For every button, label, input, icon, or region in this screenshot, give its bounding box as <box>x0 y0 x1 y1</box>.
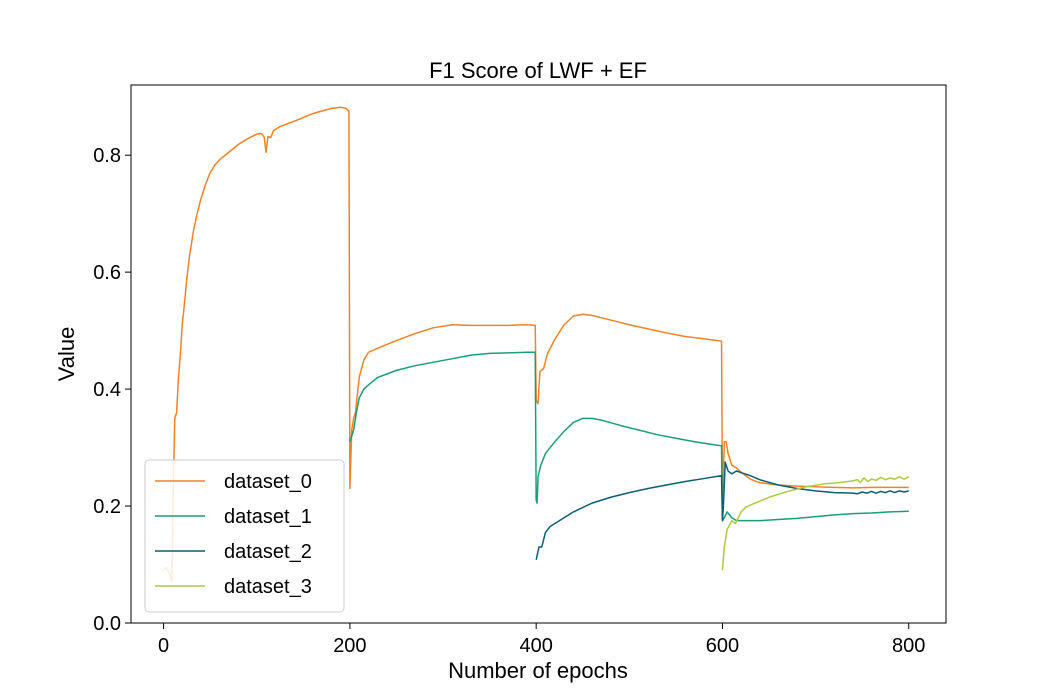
series-line-dataset-2 <box>535 461 909 560</box>
series-line-dataset-0 <box>163 106 909 583</box>
series-line-dataset-3 <box>721 476 910 571</box>
series-line-dataset-1 <box>349 351 909 522</box>
legend-label-dataset-0: dataset_0 <box>224 471 312 493</box>
series-layer <box>163 106 910 583</box>
chart-title: F1 Score of LWF + EF <box>429 58 647 83</box>
y-axis-ticks: 0.0 0.2 0.4 0.6 0.8 <box>93 145 131 635</box>
y-tick-label: 0.2 <box>93 496 121 518</box>
x-tick-label: 800 <box>892 635 925 657</box>
legend-items: dataset_0 dataset_1 dataset_2 dataset_3 <box>155 471 312 598</box>
x-axis-ticks: 0 200 400 600 800 <box>158 623 925 657</box>
legend-label-dataset-3: dataset_3 <box>224 576 312 598</box>
y-tick-label: 0.6 <box>93 262 121 284</box>
legend-label-dataset-1: dataset_1 <box>224 506 312 528</box>
legend: dataset_0 dataset_1 dataset_2 dataset_3 <box>144 459 345 613</box>
x-tick-label: 400 <box>519 635 552 657</box>
x-axis-label: Number of epochs <box>448 658 628 683</box>
legend-box <box>144 459 345 613</box>
x-tick-label: 0 <box>158 635 169 657</box>
plot-area-frame <box>130 84 947 624</box>
y-tick-label: 0.0 <box>93 613 121 635</box>
x-tick-label: 600 <box>706 635 739 657</box>
legend-label-dataset-2: dataset_2 <box>224 541 312 563</box>
y-tick-label: 0.4 <box>93 379 121 401</box>
y-tick-label: 0.8 <box>93 145 121 167</box>
x-tick-label: 200 <box>333 635 366 657</box>
y-axis-label: Value <box>54 327 79 382</box>
